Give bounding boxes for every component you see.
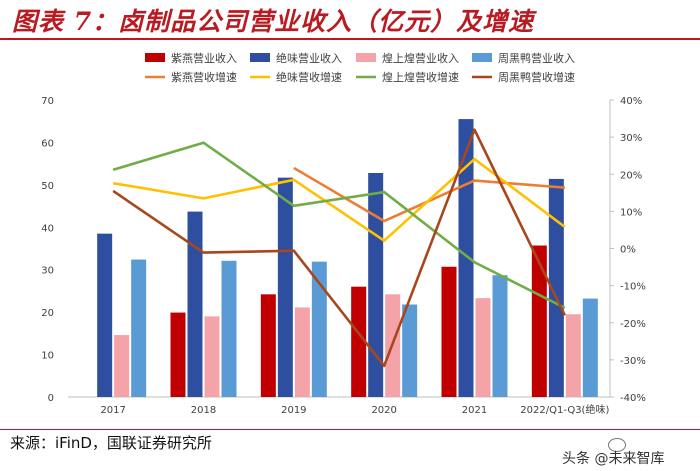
bar	[294, 307, 310, 397]
bar	[131, 259, 147, 397]
y2-tick-label: 20%	[620, 170, 642, 181]
bar	[204, 316, 220, 397]
bar	[97, 233, 113, 397]
legend-swatch	[250, 53, 270, 62]
y2-tick-label: -40%	[620, 393, 646, 404]
bar	[170, 312, 186, 397]
series-line	[112, 157, 566, 243]
bar	[582, 298, 598, 397]
bar	[565, 314, 581, 397]
bar	[531, 245, 547, 397]
legend-swatch	[472, 53, 492, 62]
bar	[221, 260, 237, 397]
y-tick-label: 70	[41, 96, 54, 107]
y2-tick-label: -10%	[620, 282, 646, 293]
bar	[311, 261, 327, 397]
legend-swatch	[356, 53, 376, 62]
source-note: 来源：iFinD，国联证券研究所	[10, 434, 212, 452]
legend-swatch	[145, 53, 165, 62]
bar	[277, 177, 293, 397]
bar	[260, 294, 276, 397]
lines	[112, 128, 567, 368]
bars	[97, 119, 598, 397]
watermark: 头条 @未来智库	[562, 451, 665, 467]
legend-label: 绝味营收增速	[276, 70, 342, 84]
y2-tick-label: -30%	[620, 356, 646, 367]
legend-label: 紫燕营业收入	[171, 51, 237, 65]
legend-label: 紫燕营收增速	[171, 70, 237, 84]
y-tick-label: 40	[41, 223, 54, 234]
axes: 0 10 20 30 40 50 60 70 -40% -30% -20% -10% 0% 10% 20% 3…	[41, 96, 646, 416]
y-tick-label: 50	[41, 181, 54, 192]
watermark-logo-icon	[608, 438, 626, 452]
chart-title: 图表 7：卤制品公司营业收入（亿元）及增速	[12, 7, 535, 36]
y2-tick-label: 30%	[620, 133, 642, 144]
bar	[475, 298, 491, 397]
y-tick-label: 30	[41, 266, 54, 277]
title-bar: 图表 7：卤制品公司营业收入（亿元）及增速	[0, 0, 700, 40]
legend-label: 绝味营业收入	[276, 51, 342, 65]
bar	[548, 178, 564, 397]
legend-label: 周黑鸭营业收入	[498, 51, 575, 65]
series-line	[293, 166, 565, 223]
bar	[114, 335, 130, 397]
bar	[402, 304, 418, 397]
bar	[492, 275, 508, 397]
y-tick-label: 10	[41, 351, 54, 362]
y-tick-label: 0	[48, 393, 54, 404]
bar	[458, 119, 474, 397]
x-tick-label: 2020	[371, 405, 396, 416]
bar	[351, 286, 367, 397]
source-divider	[0, 429, 700, 430]
y-tick-label: 20	[41, 308, 54, 319]
y2-tick-label: 0%	[620, 245, 636, 256]
x-tick-label: 2018	[191, 405, 216, 416]
legend-label: 煌上煌营业收入	[382, 51, 459, 65]
y-tick-label: 60	[41, 138, 54, 149]
bar	[368, 172, 384, 397]
x-tick-label: 2021	[462, 405, 487, 416]
x-tick-label: 2019	[281, 405, 306, 416]
legend-label: 煌上煌营收增速	[382, 70, 459, 84]
bar	[187, 211, 203, 397]
y2-tick-label: 10%	[620, 207, 642, 218]
series-line	[112, 141, 566, 310]
y2-tick-label: -20%	[620, 319, 646, 330]
title-divider	[0, 38, 700, 40]
x-tick-label: 2022/Q1-Q3(绝味)	[520, 403, 609, 416]
y2-tick-label: 40%	[620, 96, 642, 107]
bar	[441, 266, 457, 397]
series-line	[112, 128, 567, 368]
x-tick-label: 2017	[100, 405, 125, 416]
legend-label: 周黑鸭营收增速	[498, 70, 575, 84]
